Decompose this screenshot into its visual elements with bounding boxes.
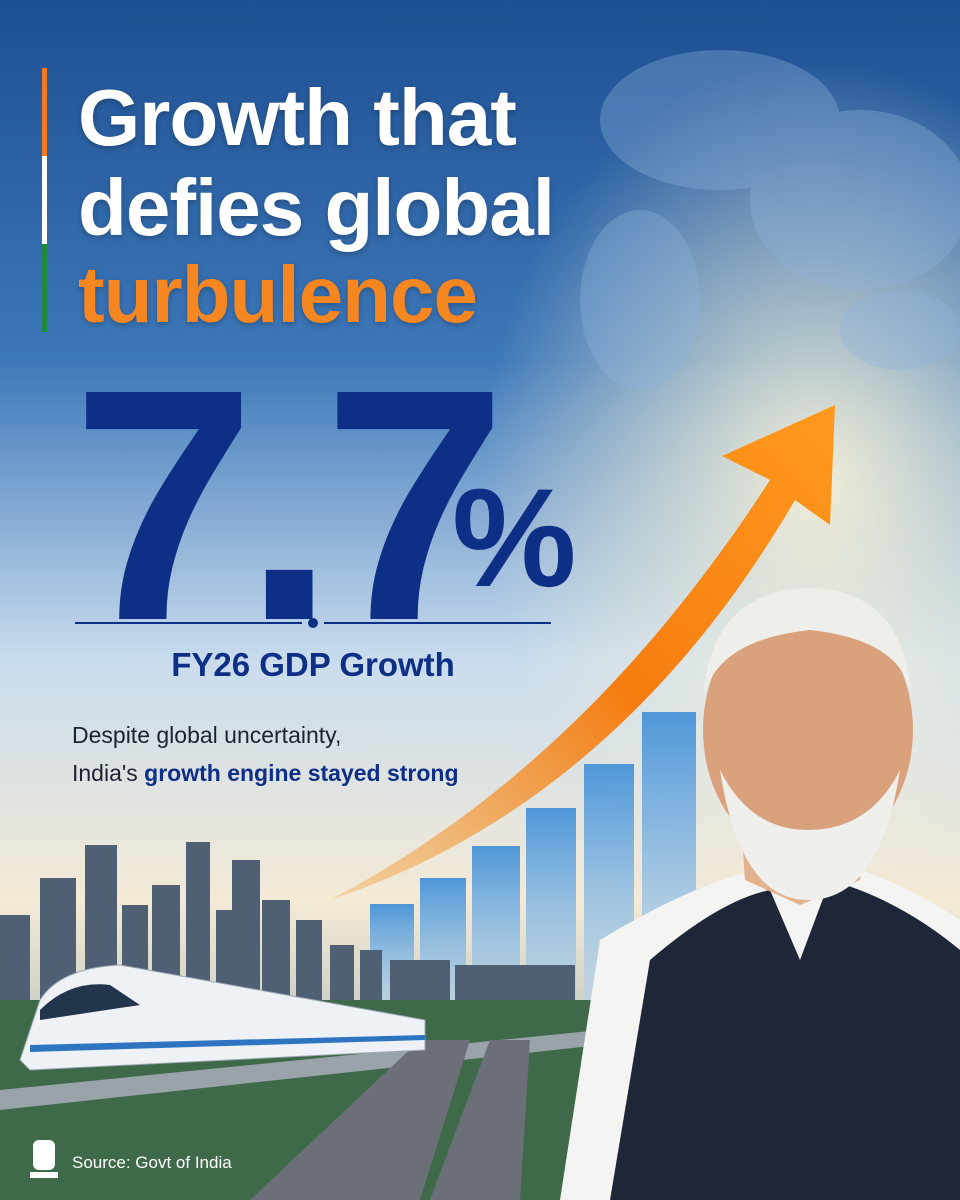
description-text: India's — [72, 760, 138, 786]
title-highlight: turbulence — [78, 250, 478, 339]
description-line: Despite global uncertainty, — [72, 722, 342, 748]
description-line: India's growth engine stayed strong — [72, 760, 459, 787]
description-highlight: growth engine stayed strong — [144, 760, 459, 786]
headline-caption: FY26 GDP Growth — [171, 646, 455, 683]
title-line: defies global — [78, 163, 555, 252]
source: Source: Govt of India — [72, 1153, 232, 1172]
title-line: Growth that — [78, 73, 517, 162]
headline-value: 7.7 — [72, 320, 507, 689]
headline-unit: % — [452, 459, 577, 616]
